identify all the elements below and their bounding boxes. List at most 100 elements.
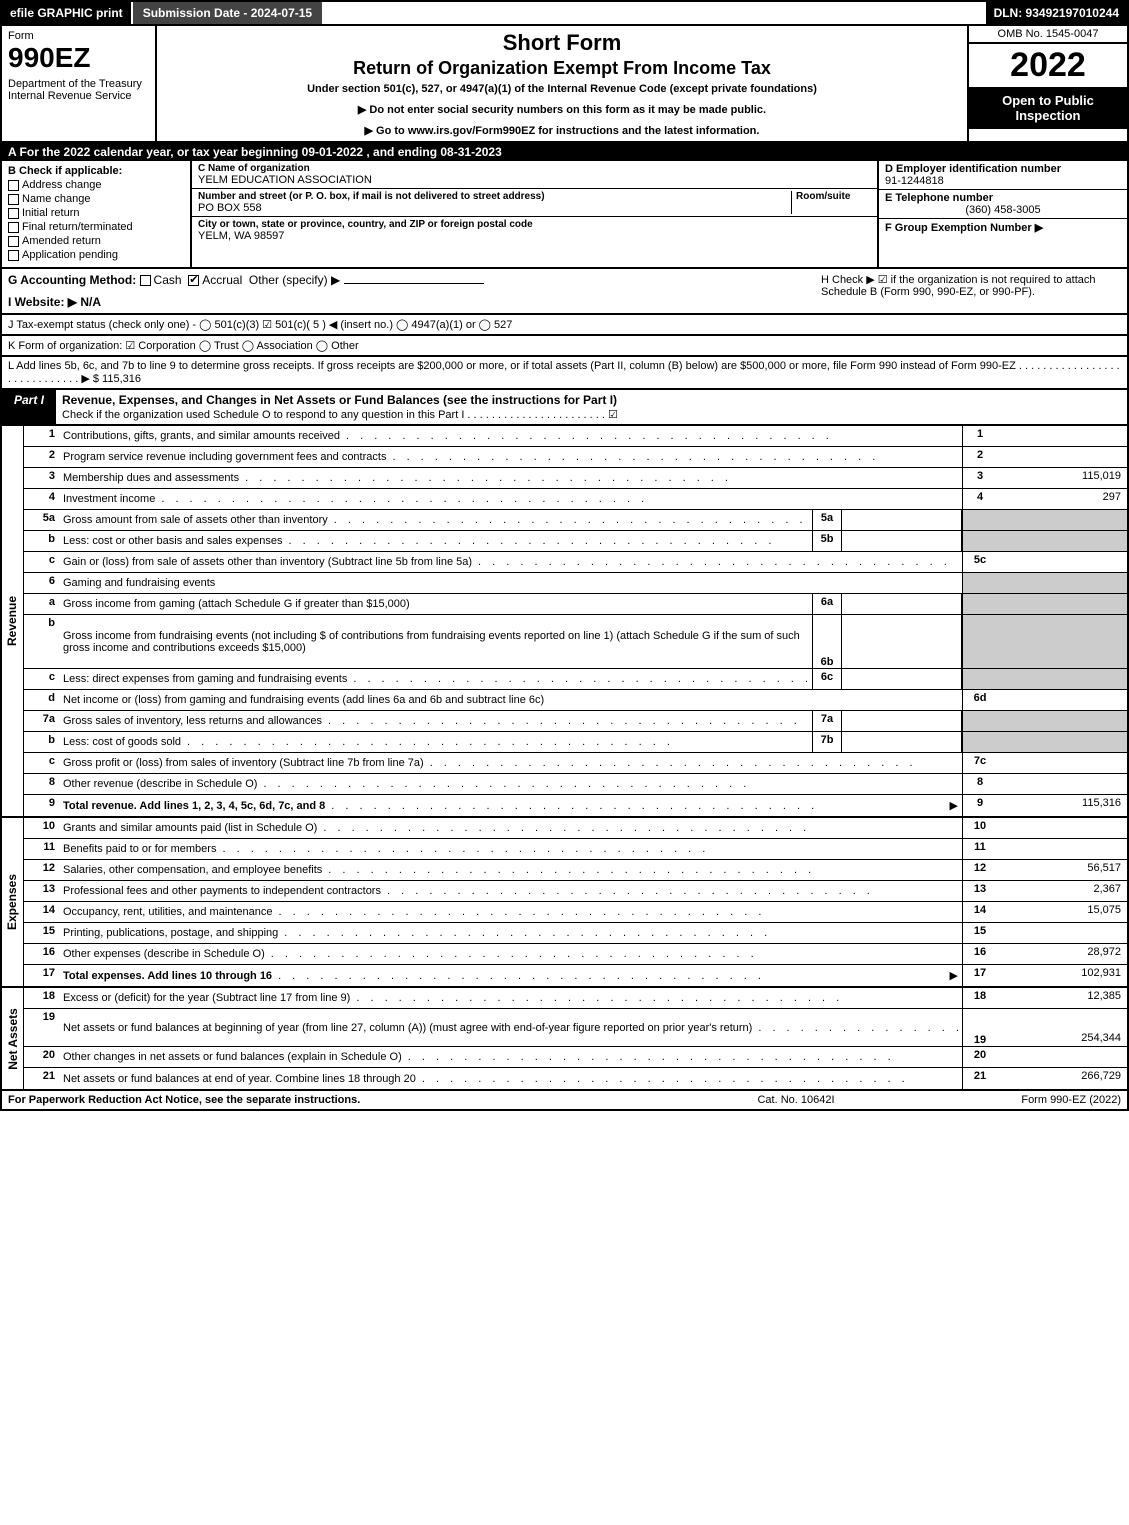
row-8: 8Other revenue (describe in Schedule O).… [24,774,1127,795]
f-label: F Group Exemption Number ▶ [885,222,1043,234]
section-a: A For the 2022 calendar year, or tax yea… [0,143,1129,161]
row-5b: bLess: cost or other basis and sales exp… [24,531,1127,552]
chk-address-change[interactable]: Address change [8,179,184,191]
header-right: OMB No. 1545-0047 2022 Open to Public In… [967,26,1127,141]
row-6a: aGross income from gaming (attach Schedu… [24,594,1127,615]
expenses-block: Expenses 10Grants and similar amounts pa… [0,818,1129,988]
line-k: K Form of organization: ☑ Corporation ◯ … [0,336,1129,357]
line-l: L Add lines 5b, 6c, and 7b to line 9 to … [0,357,1129,390]
netassets-block: Net Assets 18Excess or (deficit) for the… [0,988,1129,1091]
row-5c: cGain or (loss) from sale of assets othe… [24,552,1127,573]
row-12: 12Salaries, other compensation, and empl… [24,860,1127,881]
revenue-block: Revenue 1Contributions, gifts, grants, a… [0,426,1129,818]
org-city: YELM, WA 98597 [198,230,871,242]
submission-date: Submission Date - 2024-07-15 [131,2,322,24]
row-21: 21Net assets or fund balances at end of … [24,1068,1127,1089]
row-5a: 5aGross amount from sale of assets other… [24,510,1127,531]
vtab-netassets: Net Assets [2,988,24,1089]
row-11: 11Benefits paid to or for members. . . .… [24,839,1127,860]
col-c: C Name of organization YELM EDUCATION AS… [192,161,877,267]
ein: 91-1244818 [885,175,1121,187]
row-17: 17Total expenses. Add lines 10 through 1… [24,965,1127,986]
title-return: Return of Organization Exempt From Incom… [163,58,961,79]
row-14: 14Occupancy, rent, utilities, and mainte… [24,902,1127,923]
row-3: 3Membership dues and assessments. . . . … [24,468,1127,489]
row-1: 1Contributions, gifts, grants, and simil… [24,426,1127,447]
b-header: B Check if applicable: [8,165,184,177]
f-row: F Group Exemption Number ▶ [879,219,1127,236]
vtab-expenses: Expenses [2,818,24,986]
efile-label[interactable]: efile GRAPHIC print [2,2,131,24]
vtab-revenue: Revenue [2,426,24,816]
gh-left: G Accounting Method: Cash Accrual Other … [8,273,821,309]
line-j: J Tax-exempt status (check only one) - ◯… [0,315,1129,336]
tax-year: 2022 [969,44,1127,87]
spacer [322,2,985,24]
part1-tag: Part I [2,390,56,424]
header-left: Form 990EZ Department of the Treasury In… [2,26,157,141]
footer-formid: Form 990-EZ (2022) [921,1094,1121,1106]
row-18: 18Excess or (deficit) for the year (Subt… [24,988,1127,1009]
chk-final-return[interactable]: Final return/terminated [8,221,184,233]
row-19: 19Net assets or fund balances at beginni… [24,1009,1127,1047]
e-label: E Telephone number [885,192,1121,204]
netassets-body: 18Excess or (deficit) for the year (Subt… [24,988,1127,1089]
title-shortform: Short Form [163,30,961,56]
form-number: 990EZ [8,42,149,74]
row-9: 9Total revenue. Add lines 1, 2, 3, 4, 5c… [24,795,1127,816]
row-6: 6Gaming and fundraising events [24,573,1127,594]
subtitle-link[interactable]: ▶ Go to www.irs.gov/Form990EZ for instru… [163,124,961,137]
line-g: G Accounting Method: Cash Accrual Other … [8,273,821,287]
subtitle-ssn: ▶ Do not enter social security numbers o… [163,103,961,116]
room-label: Room/suite [796,191,871,202]
block-bcdef: B Check if applicable: Address change Na… [0,161,1129,269]
chk-amended-return[interactable]: Amended return [8,235,184,247]
row-7c: cGross profit or (loss) from sales of in… [24,753,1127,774]
row-6c: cLess: direct expenses from gaming and f… [24,669,1127,690]
footer-catno: Cat. No. 10642I [671,1094,921,1106]
c-name-row: C Name of organization YELM EDUCATION AS… [192,161,877,189]
block-gh: G Accounting Method: Cash Accrual Other … [0,269,1129,315]
e-row: E Telephone number (360) 458-3005 [879,190,1127,219]
line-i: I Website: ▶ N/A [8,295,821,309]
row-15: 15Printing, publications, postage, and s… [24,923,1127,944]
dln: DLN: 93492197010244 [986,2,1127,24]
form-word: Form [8,30,149,42]
header-mid: Short Form Return of Organization Exempt… [157,26,967,141]
row-6b: bGross income from fundraising events (n… [24,615,1127,669]
org-name: YELM EDUCATION ASSOCIATION [198,174,871,186]
part1-title: Revenue, Expenses, and Changes in Net As… [56,390,1127,424]
c-addr-label: Number and street (or P. O. box, if mail… [198,191,791,202]
footer-notice: For Paperwork Reduction Act Notice, see … [8,1094,671,1106]
row-7b: bLess: cost of goods sold. . . . . . . .… [24,732,1127,753]
row-6d: dNet income or (loss) from gaming and fu… [24,690,1127,711]
row-7a: 7aGross sales of inventory, less returns… [24,711,1127,732]
d-row: D Employer identification number 91-1244… [879,161,1127,190]
top-bar: efile GRAPHIC print Submission Date - 20… [0,0,1129,26]
subtitle-section: Under section 501(c), 527, or 4947(a)(1)… [163,83,961,95]
d-label: D Employer identification number [885,163,1121,175]
line-h: H Check ▶ ☑ if the organization is not r… [821,273,1121,309]
c-city-row: City or town, state or province, country… [192,217,877,244]
omb-number: OMB No. 1545-0047 [969,26,1127,44]
form-header: Form 990EZ Department of the Treasury In… [0,26,1129,143]
chk-cash[interactable] [140,275,151,286]
org-address: PO BOX 558 [198,202,791,214]
chk-initial-return[interactable]: Initial return [8,207,184,219]
chk-name-change[interactable]: Name change [8,193,184,205]
c-addr-row: Number and street (or P. O. box, if mail… [192,189,877,217]
dept: Department of the Treasury Internal Reve… [8,78,149,102]
c-city-label: City or town, state or province, country… [198,219,871,230]
col-de: D Employer identification number 91-1244… [877,161,1127,267]
chk-application-pending[interactable]: Application pending [8,249,184,261]
row-16: 16Other expenses (describe in Schedule O… [24,944,1127,965]
row-2: 2Program service revenue including gover… [24,447,1127,468]
row-10: 10Grants and similar amounts paid (list … [24,818,1127,839]
chk-accrual[interactable] [188,275,199,286]
row-20: 20Other changes in net assets or fund ba… [24,1047,1127,1068]
revenue-body: 1Contributions, gifts, grants, and simil… [24,426,1127,816]
col-b: B Check if applicable: Address change Na… [2,161,192,267]
page-footer: For Paperwork Reduction Act Notice, see … [0,1091,1129,1111]
expenses-body: 10Grants and similar amounts paid (list … [24,818,1127,986]
row-4: 4Investment income. . . . . . . . . . . … [24,489,1127,510]
